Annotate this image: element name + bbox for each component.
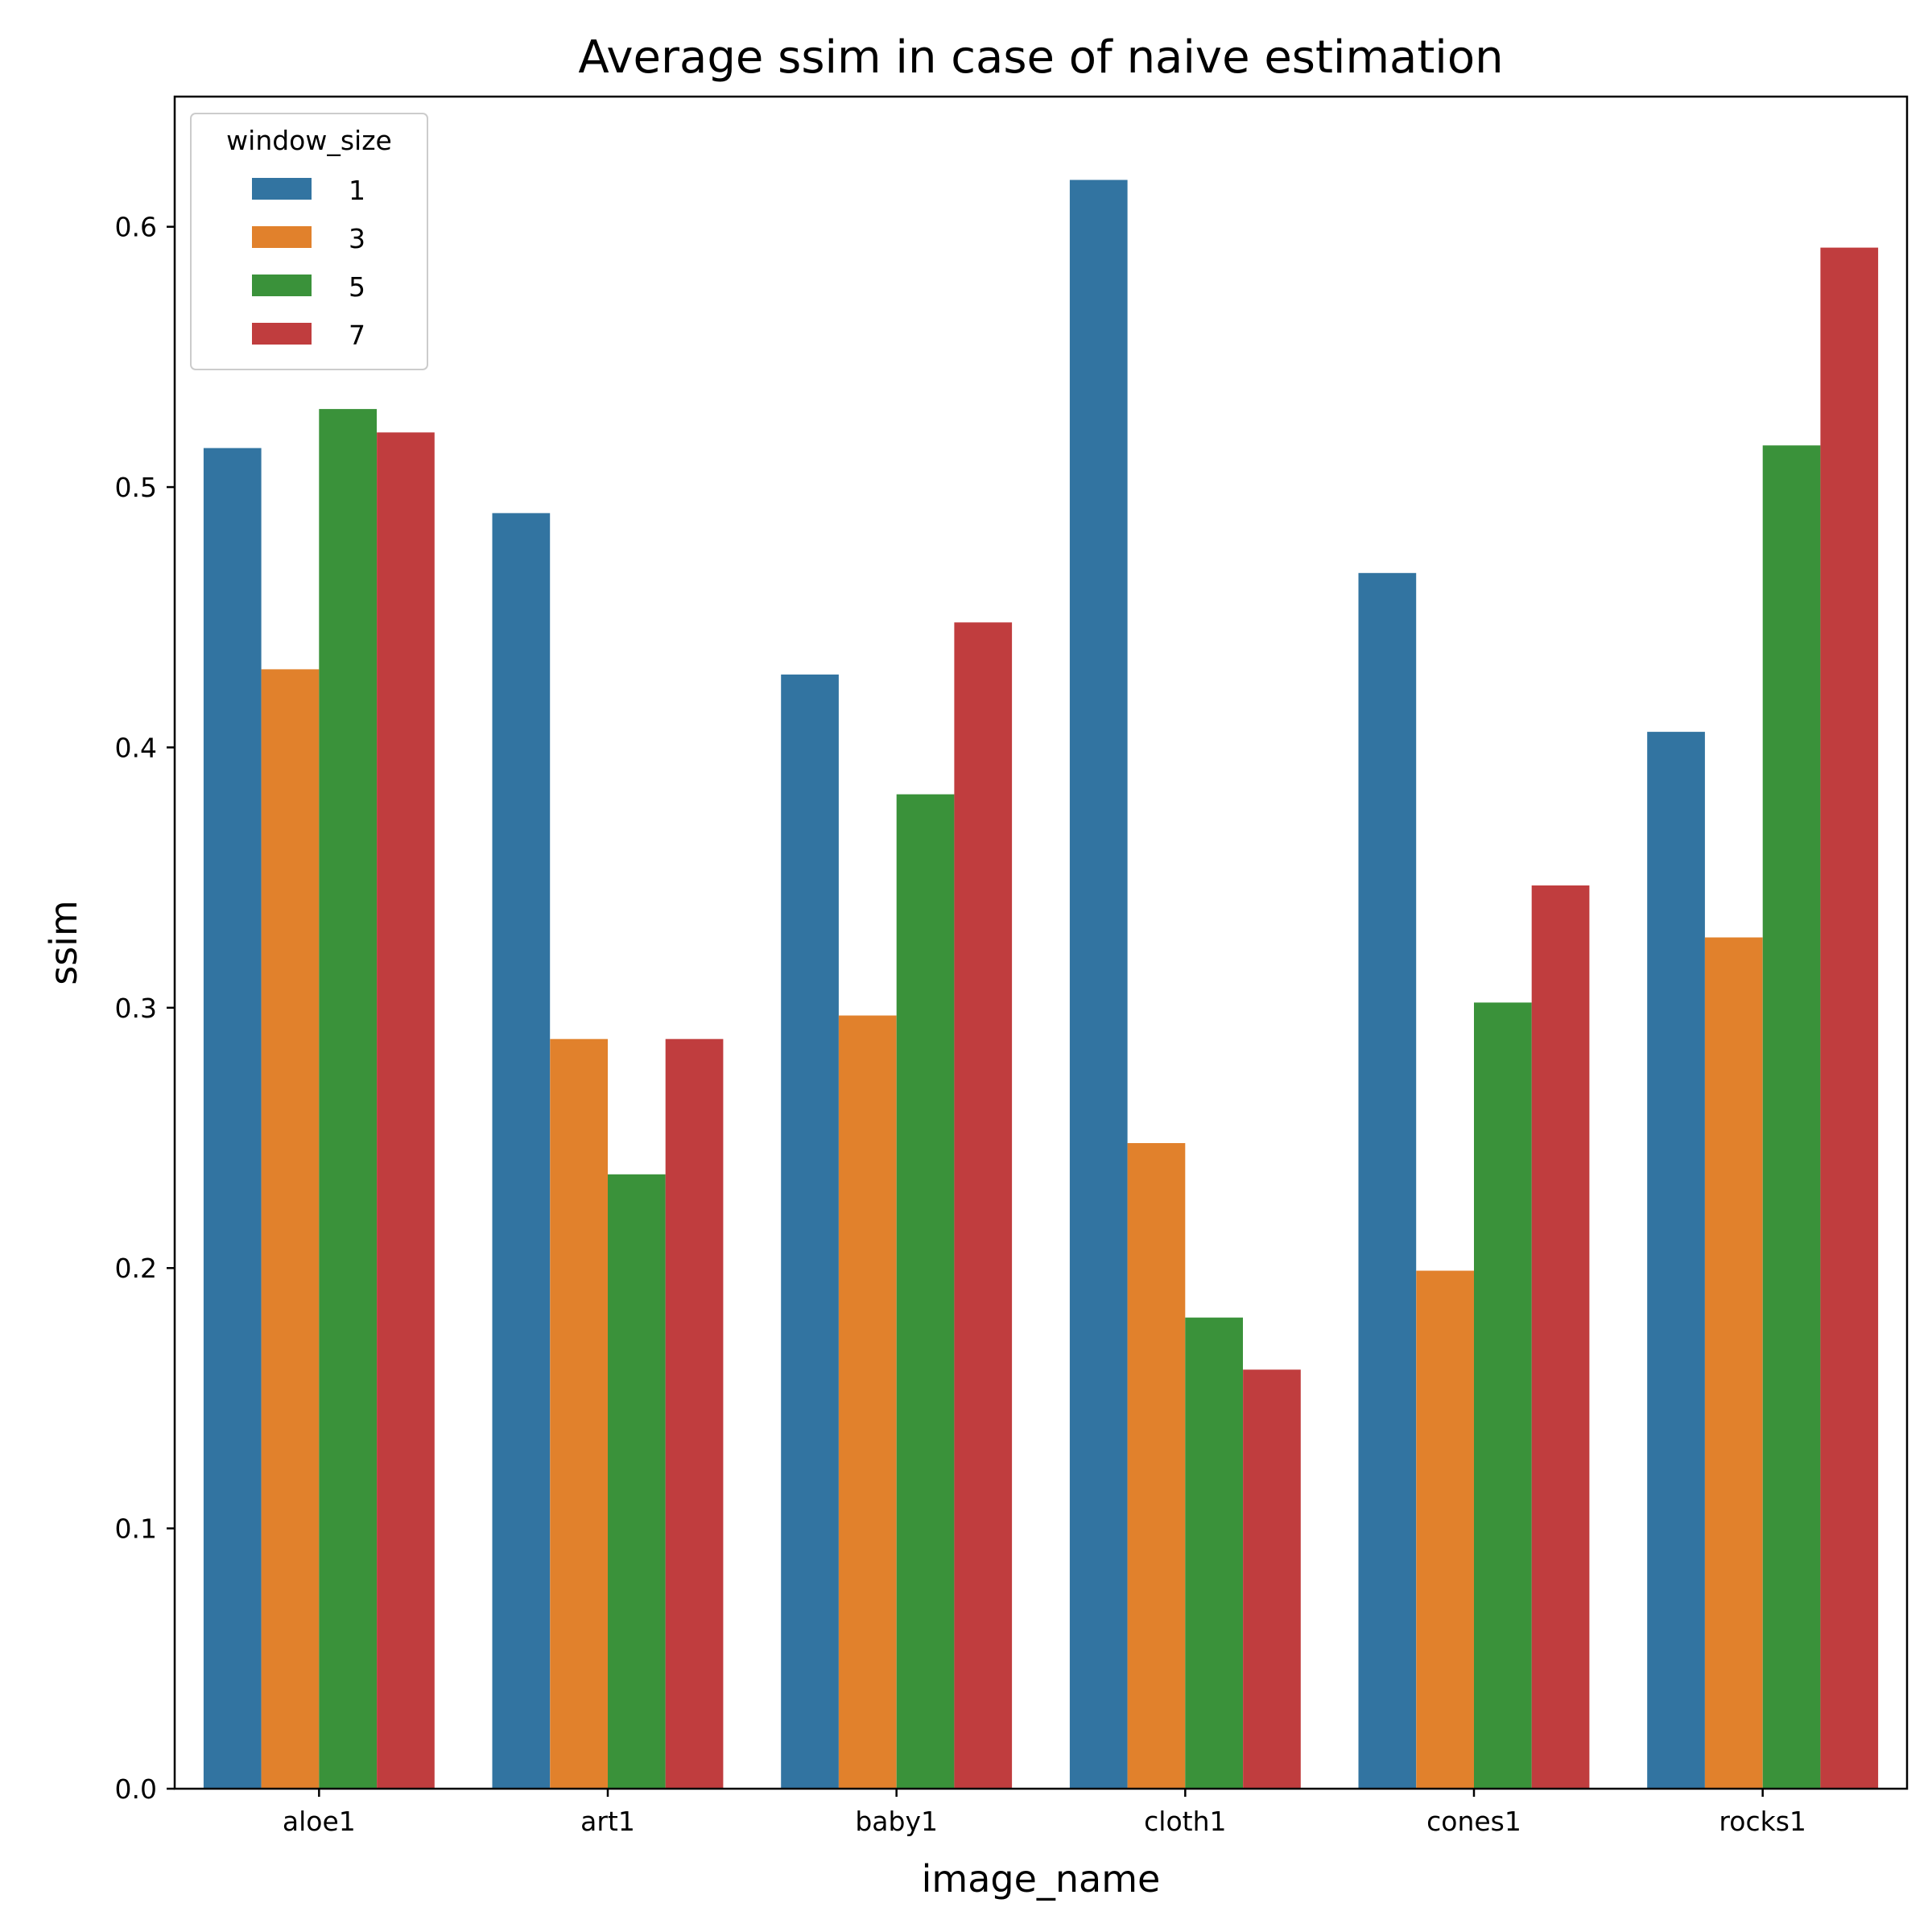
legend-label-7: 7 [349, 320, 365, 351]
y-tick-label: 0.4 [115, 732, 157, 763]
bar-aloe1-window-1 [203, 448, 262, 1789]
y-tick-label: 0.6 [115, 212, 157, 243]
legend-label-1: 1 [349, 175, 365, 206]
y-tick-label: 0.0 [115, 1773, 157, 1805]
x-axis-ticks: aloe1 art1 baby1 cloth1 cones1 rocks1 [283, 1789, 1806, 1837]
bar-cloth1-window-5 [1185, 1317, 1243, 1789]
x-tick-label-baby1: baby1 [855, 1806, 938, 1837]
bar-cloth1-window-3 [1127, 1143, 1186, 1789]
x-tick-label-cones1: cones1 [1426, 1806, 1521, 1837]
bar-rocks1-window-1 [1647, 732, 1705, 1789]
bar-cones1-window-7 [1531, 885, 1590, 1789]
legend-items: 1 3 5 7 [252, 175, 365, 351]
chart-title: Average ssim in case of naive estimation [578, 31, 1503, 84]
legend-swatch-1 [252, 178, 312, 200]
legend-label-3: 3 [349, 223, 365, 254]
plot-frame [173, 95, 1909, 1790]
bar-rocks1-window-7 [1820, 247, 1879, 1790]
bar-aloe1-window-3 [261, 669, 320, 1789]
y-tick-label: 0.3 [115, 993, 157, 1024]
legend: window_size 1 3 5 7 [190, 113, 428, 370]
bar-art1-window-5 [608, 1174, 666, 1789]
bar-art1-window-3 [550, 1038, 608, 1789]
bar-rocks1-window-3 [1704, 937, 1763, 1789]
bar-cones1-window-5 [1474, 1002, 1532, 1789]
y-axis-label: ssim [42, 900, 85, 985]
x-tick-label-rocks1: rocks1 [1719, 1806, 1806, 1837]
x-tick-label-cloth1: cloth1 [1144, 1806, 1226, 1837]
bars [203, 180, 1879, 1790]
y-tick-label: 0.5 [115, 472, 157, 503]
bar-baby1-window-7 [954, 622, 1013, 1790]
y-tick-label: 0.1 [115, 1513, 157, 1545]
legend-swatch-3 [252, 226, 312, 248]
bar-aloe1-window-7 [377, 432, 435, 1790]
legend-swatch-5 [252, 275, 312, 296]
bar-cloth1-window-7 [1243, 1369, 1301, 1789]
bar-art1-window-1 [492, 513, 551, 1789]
bar-rocks1-window-5 [1762, 445, 1821, 1789]
legend-title: window_size [226, 125, 392, 156]
bar-baby1-window-5 [896, 794, 955, 1790]
legend-label-5: 5 [349, 271, 365, 303]
bar-baby1-window-1 [781, 674, 839, 1789]
bar-baby1-window-3 [838, 1015, 897, 1789]
x-tick-label-aloe1: aloe1 [283, 1806, 356, 1837]
bar-cloth1-window-1 [1069, 180, 1128, 1789]
bar-cones1-window-1 [1358, 572, 1417, 1789]
x-tick-label-art1: art1 [580, 1806, 635, 1837]
y-axis-ticks: 0.0 0.1 0.2 0.3 0.4 0.5 0.6 [115, 212, 175, 1805]
bar-art1-window-7 [665, 1038, 724, 1789]
y-tick-label: 0.2 [115, 1253, 157, 1284]
bar-cones1-window-3 [1416, 1270, 1474, 1789]
bar-aloe1-window-5 [319, 409, 377, 1790]
x-axis-label: image_name [922, 1857, 1161, 1901]
legend-swatch-7 [252, 323, 312, 345]
